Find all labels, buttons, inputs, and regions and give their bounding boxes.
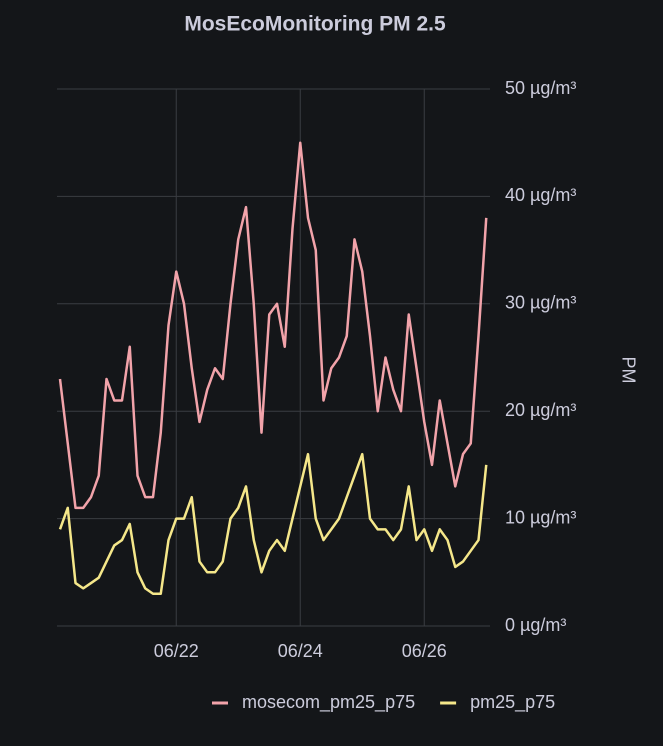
y-tick-label: 20 µg/m³ xyxy=(505,400,576,420)
y-tick-label: 30 µg/m³ xyxy=(505,293,576,313)
chart-title: MosEcoMonitoring PM 2.5 xyxy=(184,13,446,36)
x-tick-label: 06/26 xyxy=(402,641,447,661)
y-tick-label: 50 µg/m³ xyxy=(505,78,576,98)
legend-label: pm25_p75 xyxy=(470,692,555,713)
y-tick-label: 0 µg/m³ xyxy=(505,615,566,635)
y-axis-label: PM xyxy=(618,357,638,384)
x-tick-label: 06/24 xyxy=(278,641,323,661)
legend-label: mosecom_pm25_p75 xyxy=(242,692,415,713)
y-tick-label: 40 µg/m³ xyxy=(505,185,576,205)
data-line xyxy=(58,141,488,510)
y-tick-label: 10 µg/m³ xyxy=(505,507,576,527)
data-line xyxy=(58,452,488,596)
x-tick-label: 06/22 xyxy=(154,641,199,661)
